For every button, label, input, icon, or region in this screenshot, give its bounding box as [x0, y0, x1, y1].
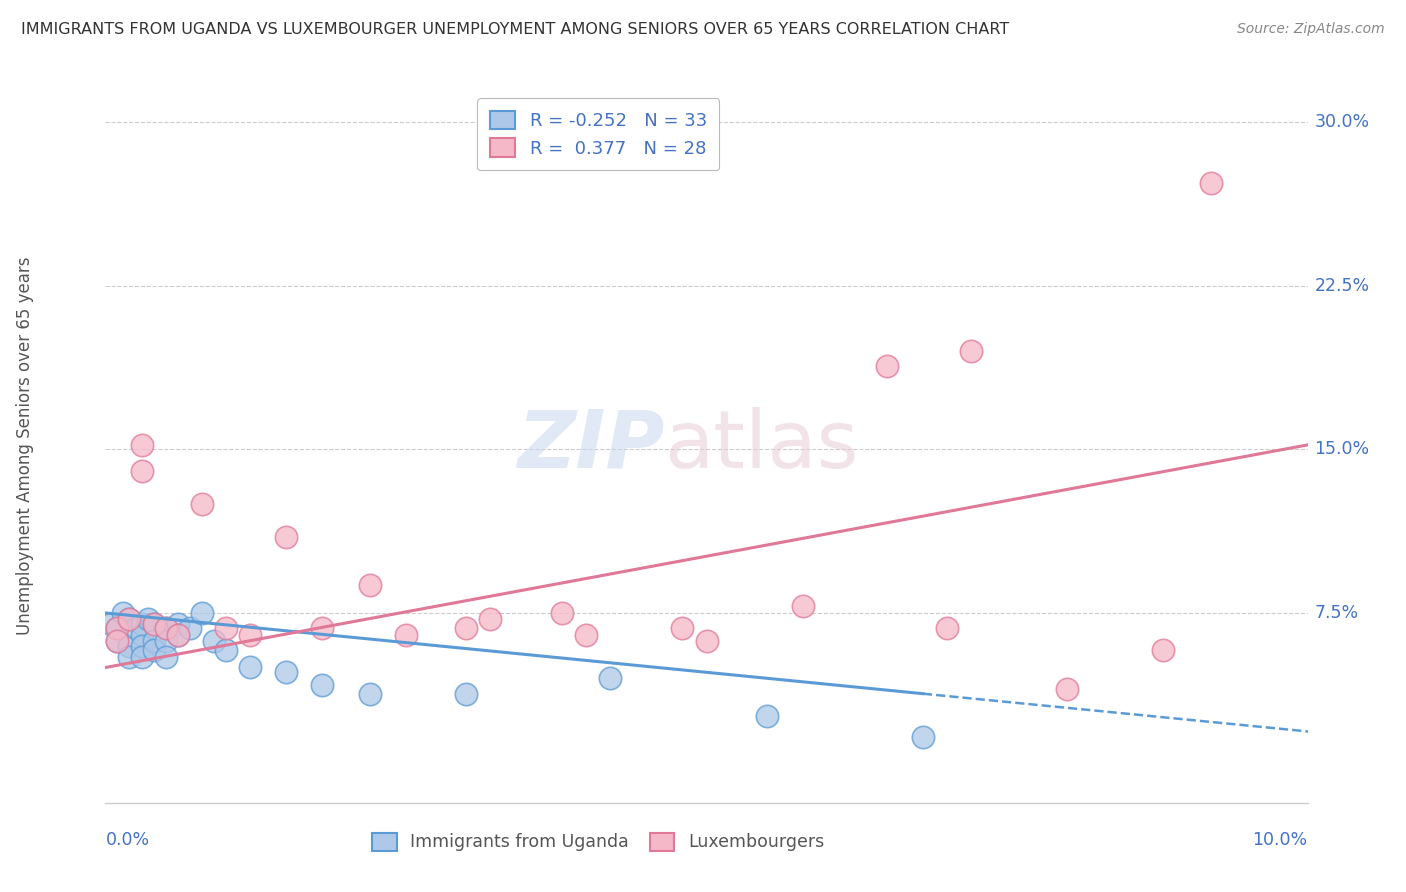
Point: [131, 628, 153, 642]
Point: [155, 649, 177, 664]
Point: [479, 612, 502, 626]
Point: [575, 628, 598, 642]
Text: 22.5%: 22.5%: [1315, 277, 1369, 294]
Point: [155, 634, 177, 648]
Point: [359, 687, 381, 701]
Point: [214, 621, 236, 635]
Point: [202, 634, 225, 648]
Point: [359, 577, 381, 591]
Point: [142, 616, 165, 631]
Point: [911, 731, 934, 745]
Text: 30.0%: 30.0%: [1315, 113, 1369, 131]
Point: [755, 708, 778, 723]
Point: [936, 621, 959, 635]
Point: [155, 621, 177, 635]
Point: [124, 621, 146, 635]
Point: [136, 612, 159, 626]
Point: [274, 530, 297, 544]
Point: [1056, 682, 1078, 697]
Point: [155, 621, 177, 635]
Point: [166, 628, 188, 642]
Point: [551, 606, 574, 620]
Point: [118, 639, 141, 653]
Point: [166, 628, 188, 642]
Point: [118, 612, 141, 626]
Point: [107, 634, 129, 648]
Point: [166, 616, 188, 631]
Point: [131, 464, 153, 478]
Point: [274, 665, 297, 679]
Point: [142, 643, 165, 657]
Point: [239, 660, 262, 674]
Point: [214, 643, 236, 657]
Point: [960, 344, 983, 359]
Point: [1201, 176, 1223, 190]
Point: [876, 359, 898, 374]
Text: Source: ZipAtlas.com: Source: ZipAtlas.com: [1237, 22, 1385, 37]
Point: [118, 649, 141, 664]
Point: [131, 438, 153, 452]
Point: [131, 649, 153, 664]
Point: [107, 634, 129, 648]
Point: [190, 497, 212, 511]
Point: [454, 687, 477, 701]
Point: [454, 621, 477, 635]
Text: 15.0%: 15.0%: [1315, 441, 1369, 458]
Point: [131, 616, 153, 631]
Point: [671, 621, 693, 635]
Point: [311, 678, 333, 692]
Legend: Immigrants from Uganda, Luxembourgers: Immigrants from Uganda, Luxembourgers: [361, 822, 835, 862]
Point: [239, 628, 262, 642]
Point: [599, 672, 621, 686]
Point: [107, 621, 129, 635]
Point: [179, 621, 201, 635]
Text: ZIP: ZIP: [517, 407, 665, 485]
Point: [142, 634, 165, 648]
Point: [696, 634, 718, 648]
Point: [107, 621, 129, 635]
Point: [118, 612, 141, 626]
Text: 7.5%: 7.5%: [1315, 604, 1358, 622]
Point: [1152, 643, 1174, 657]
Text: 10.0%: 10.0%: [1253, 831, 1308, 849]
Text: IMMIGRANTS FROM UGANDA VS LUXEMBOURGER UNEMPLOYMENT AMONG SENIORS OVER 65 YEARS : IMMIGRANTS FROM UGANDA VS LUXEMBOURGER U…: [21, 22, 1010, 37]
Point: [100, 616, 122, 631]
Point: [792, 599, 814, 614]
Point: [395, 628, 418, 642]
Point: [112, 606, 135, 620]
Text: Unemployment Among Seniors over 65 years: Unemployment Among Seniors over 65 years: [17, 257, 34, 635]
Text: atlas: atlas: [665, 407, 859, 485]
Point: [190, 606, 212, 620]
Point: [142, 616, 165, 631]
Point: [311, 621, 333, 635]
Text: 0.0%: 0.0%: [105, 831, 149, 849]
Point: [131, 639, 153, 653]
